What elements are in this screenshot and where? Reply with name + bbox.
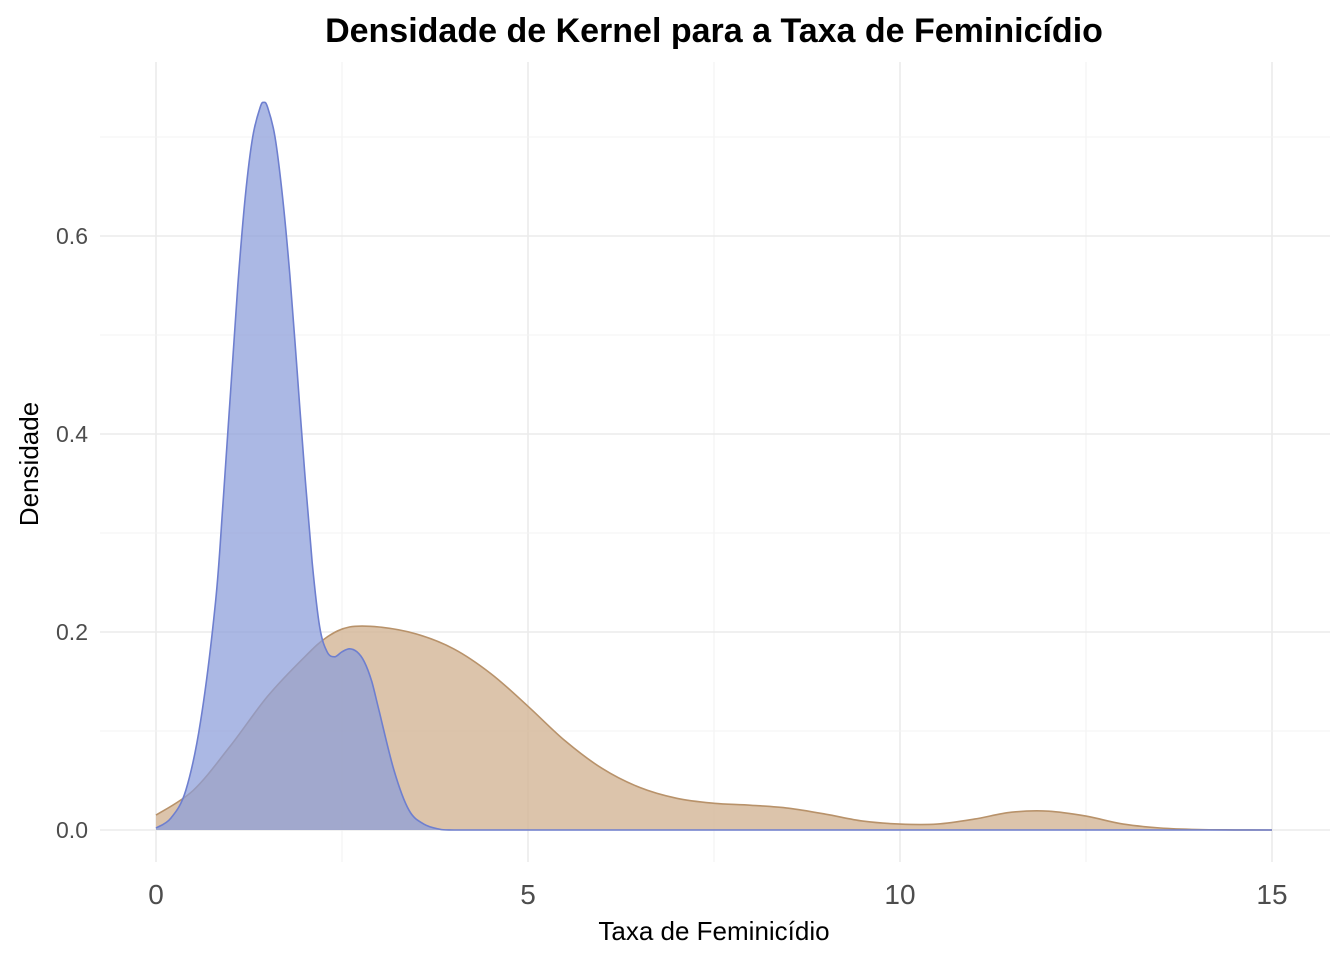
y-axis-ticks: 0.0 0.2 0.4 0.6: [56, 223, 88, 843]
y-tick-label: 0.6: [56, 223, 88, 249]
density-areas: [155, 101, 1273, 831]
x-axis-ticks: 0 5 10 15: [148, 879, 1287, 910]
x-tick-label: 0: [148, 879, 164, 910]
y-tick-label: 0.4: [56, 421, 88, 447]
density-area-0: [156, 625, 1272, 830]
x-axis-label: Taxa de Feminicídio: [598, 916, 829, 946]
chart-title: Densidade de Kernel para a Taxa de Femin…: [325, 12, 1103, 50]
density-line-0: [155, 625, 1273, 831]
x-tick-label: 15: [1256, 879, 1287, 910]
y-tick-label: 0.0: [56, 817, 88, 843]
x-tick-label: 5: [520, 879, 536, 910]
y-tick-label: 0.2: [56, 619, 88, 645]
density-area-1: [156, 102, 1272, 831]
density-line-1: [155, 101, 1272, 831]
y-axis-label: Densidade: [14, 402, 44, 526]
x-tick-label: 10: [884, 879, 915, 910]
